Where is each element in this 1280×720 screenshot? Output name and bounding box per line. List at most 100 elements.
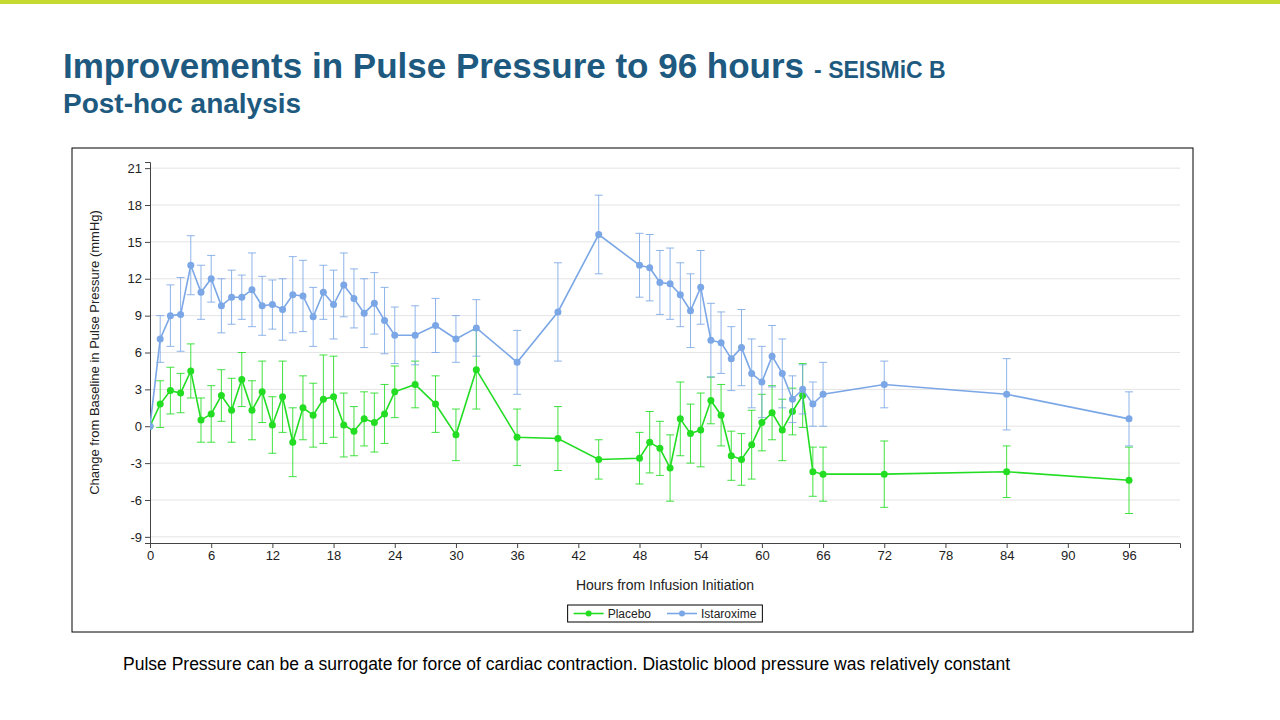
marker xyxy=(269,422,276,429)
error-bar xyxy=(737,434,745,486)
tick-label: 0 xyxy=(135,419,142,434)
error-bar xyxy=(360,279,368,348)
tick-label: 72 xyxy=(878,548,892,563)
tick-label: 3 xyxy=(135,382,142,397)
error-bar xyxy=(309,383,317,447)
x-axis: 06121824303642485460667278849096 xyxy=(147,543,1181,563)
error-bar xyxy=(809,382,817,426)
tick: 18 xyxy=(327,543,341,563)
tick: 96 xyxy=(1122,543,1136,563)
marker xyxy=(412,381,419,388)
marker xyxy=(881,381,888,388)
error-bar xyxy=(166,367,174,414)
tick-label: 12 xyxy=(266,548,280,563)
error-bar xyxy=(595,440,603,479)
error-bar xyxy=(686,404,694,463)
error-bar xyxy=(636,432,644,484)
tick-label: 90 xyxy=(1061,548,1075,563)
error-bar xyxy=(177,373,185,412)
marker xyxy=(789,396,796,403)
error-bar xyxy=(381,287,389,353)
marker xyxy=(391,388,398,395)
marker xyxy=(320,289,327,296)
error-bar xyxy=(156,316,164,363)
error-bar xyxy=(432,376,440,433)
tick: 66 xyxy=(816,543,830,563)
error-bar xyxy=(411,306,419,365)
marker xyxy=(758,419,765,426)
marker xyxy=(150,423,154,430)
tick-label: 18 xyxy=(128,198,142,213)
grid-line xyxy=(150,536,1180,537)
marker xyxy=(350,428,357,435)
error-bar xyxy=(646,235,654,301)
marker xyxy=(299,292,306,299)
error-bar xyxy=(768,325,776,386)
marker xyxy=(381,410,388,417)
grid-line xyxy=(150,241,1180,242)
marker xyxy=(177,390,184,397)
tick-mark xyxy=(145,500,150,501)
tick: 72 xyxy=(878,543,892,563)
series-line xyxy=(150,235,1129,427)
error-bar xyxy=(513,409,521,466)
error-bar xyxy=(238,275,246,319)
tick-mark xyxy=(145,426,150,427)
error-bar xyxy=(350,269,358,328)
marker xyxy=(310,412,317,419)
error-bar xyxy=(319,265,327,319)
tick-label: 60 xyxy=(755,548,769,563)
marker xyxy=(167,387,174,394)
tick-label: 12 xyxy=(128,271,142,286)
error-bar xyxy=(707,377,715,424)
tick-mark xyxy=(145,389,150,390)
marker xyxy=(697,426,704,433)
tick-mark xyxy=(145,353,150,354)
error-bar xyxy=(636,233,644,297)
title: Improvements in Pulse Pressure to 96 hou… xyxy=(63,46,804,85)
tick-label: 18 xyxy=(327,548,341,563)
error-bar xyxy=(381,384,389,443)
error-bar xyxy=(778,399,786,460)
legend-item: Placebo xyxy=(574,607,652,621)
marker xyxy=(279,306,286,313)
error-bar xyxy=(554,263,562,361)
error-bar xyxy=(360,392,368,446)
marker xyxy=(881,471,888,478)
marker xyxy=(554,435,561,442)
error-bar xyxy=(268,280,276,329)
tick: 6 xyxy=(135,345,150,360)
tick-label: 21 xyxy=(128,161,142,176)
grid xyxy=(150,168,1180,537)
tick: -3 xyxy=(130,456,150,471)
legend-swatch-marker xyxy=(586,611,592,617)
marker xyxy=(361,415,368,422)
marker xyxy=(667,465,674,472)
error-bar xyxy=(228,378,236,442)
tick-label: 78 xyxy=(939,548,953,563)
marker xyxy=(432,401,439,408)
error-bar xyxy=(799,365,807,414)
tick-mark xyxy=(145,537,150,538)
marker xyxy=(218,392,225,399)
error-bar xyxy=(299,376,307,440)
marker xyxy=(809,401,816,408)
marker xyxy=(728,355,735,362)
legend-label: Placebo xyxy=(608,607,652,621)
marker xyxy=(187,367,194,374)
plot-area xyxy=(150,195,1133,513)
marker xyxy=(187,262,194,269)
error-bar xyxy=(340,393,348,457)
error-bar xyxy=(697,393,705,467)
tick-label: 15 xyxy=(128,235,142,250)
marker xyxy=(646,264,653,271)
subtitle: Post-hoc analysis xyxy=(63,88,301,119)
error-bar xyxy=(513,330,521,394)
tick-mark xyxy=(145,463,150,464)
marker xyxy=(514,434,521,441)
marker xyxy=(228,294,235,301)
error-bar xyxy=(1125,392,1133,446)
marker xyxy=(820,471,827,478)
error-bar xyxy=(391,307,399,364)
marker xyxy=(656,279,663,286)
